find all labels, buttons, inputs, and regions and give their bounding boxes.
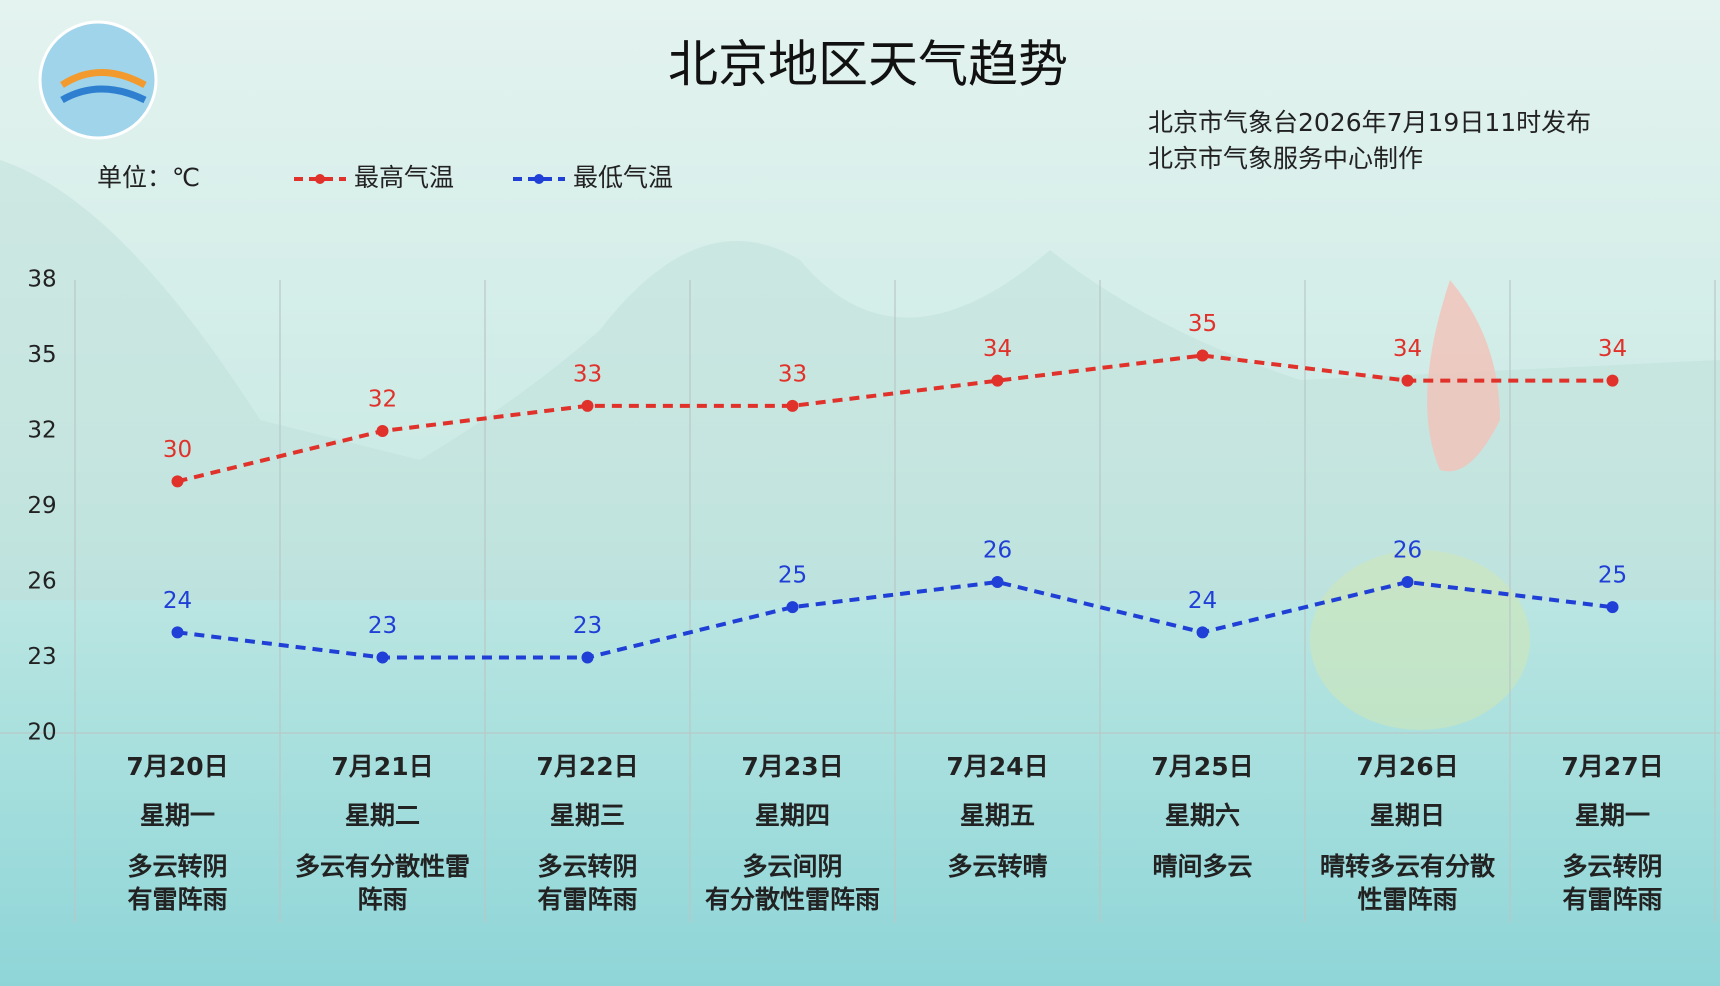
data-label: 33 — [778, 361, 807, 387]
date-label: 7月23日 — [741, 752, 843, 781]
data-point — [376, 651, 389, 664]
data-label: 24 — [1188, 588, 1217, 614]
data-point — [991, 576, 1004, 588]
legend-label: 最高气温 — [354, 163, 454, 192]
weather-label: 多云转阴 — [537, 852, 637, 881]
legend-label: 最低气温 — [573, 163, 673, 192]
unit-label: 单位：℃ — [97, 163, 200, 192]
data-label: 25 — [778, 563, 807, 589]
weekday-label: 星期六 — [1165, 801, 1240, 830]
date-label: 7月20日 — [126, 752, 228, 781]
date-label: 7月22日 — [536, 752, 638, 781]
weather-label: 多云转阴 — [127, 852, 227, 881]
data-label: 32 — [368, 387, 397, 413]
weather-label: 晴转多云有分散 — [1320, 852, 1495, 881]
data-label: 23 — [368, 613, 397, 639]
series-line — [177, 579, 1613, 660]
data-label: 26 — [1393, 538, 1422, 564]
data-point — [1401, 576, 1414, 588]
date-label: 7月24日 — [946, 752, 1048, 781]
data-point — [581, 651, 594, 664]
y-tick-label: 23 — [27, 644, 56, 670]
data-point — [991, 374, 1004, 387]
date-label: 7月27日 — [1561, 752, 1663, 781]
data-label: 35 — [1188, 311, 1217, 337]
weather-label: 有雷阵雨 — [127, 885, 227, 914]
lotus-flower-decor — [1427, 280, 1500, 472]
weekday-label: 星期一 — [1575, 801, 1650, 830]
weekday-label: 星期一 — [140, 801, 215, 830]
y-tick-label: 20 — [27, 720, 56, 746]
y-tick-label: 26 — [27, 569, 56, 595]
weather-label: 多云间阴 — [742, 852, 842, 881]
data-point — [1606, 601, 1619, 614]
weekday-label: 星期日 — [1370, 801, 1445, 830]
data-label: 24 — [163, 588, 192, 614]
series-line — [177, 353, 1613, 484]
data-label: 34 — [1598, 336, 1627, 362]
data-point — [581, 399, 594, 412]
data-point — [171, 626, 184, 639]
weather-label: 有雷阵雨 — [537, 885, 637, 914]
weekday-label: 星期二 — [345, 801, 420, 830]
y-tick-label: 38 — [27, 267, 56, 293]
y-tick-label: 35 — [27, 342, 56, 368]
legend-swatch-marker — [534, 174, 544, 184]
y-tick-label: 32 — [27, 418, 56, 444]
logo — [38, 20, 158, 140]
data-label: 34 — [1393, 336, 1422, 362]
data-point — [786, 601, 799, 614]
publisher-line: 北京市气象台2026年7月19日11时发布 — [1148, 108, 1591, 137]
title: 北京地区天气趋势 — [668, 36, 1068, 94]
date-label: 7月25日 — [1151, 752, 1253, 781]
lotus-leaf-decor — [1310, 550, 1530, 730]
weekday-label: 星期三 — [550, 801, 625, 830]
weather-label: 多云有分散性雷 — [295, 852, 470, 881]
data-point — [786, 399, 799, 412]
data-label: 34 — [983, 336, 1012, 362]
data-point — [171, 475, 184, 488]
weather-label: 有雷阵雨 — [1562, 885, 1662, 914]
data-label: 26 — [983, 538, 1012, 564]
mountain-decor — [0, 160, 1720, 600]
data-point — [1196, 349, 1209, 362]
legend-swatch-marker — [315, 174, 325, 184]
data-label: 30 — [163, 437, 192, 463]
date-label: 7月26日 — [1356, 752, 1458, 781]
weekday-label: 星期五 — [960, 801, 1035, 830]
data-point — [1196, 626, 1209, 639]
data-point — [376, 425, 389, 437]
weather-label: 有分散性雷阵雨 — [705, 885, 880, 914]
data-point — [1401, 374, 1414, 387]
weather-label: 性雷阵雨 — [1357, 885, 1457, 914]
weather-label: 晴间多云 — [1152, 852, 1252, 881]
data-label: 33 — [573, 361, 602, 387]
weather-label: 多云转阴 — [1562, 852, 1662, 881]
weather-label: 阵雨 — [357, 885, 407, 914]
weather-label: 多云转晴 — [947, 852, 1047, 881]
data-label: 23 — [573, 613, 602, 639]
y-tick-label: 29 — [27, 493, 56, 519]
data-label: 25 — [1598, 563, 1627, 589]
date-label: 7月21日 — [331, 752, 433, 781]
weekday-label: 星期四 — [755, 801, 830, 830]
data-point — [1606, 374, 1619, 387]
publisher-line: 北京市气象服务中心制作 — [1148, 144, 1423, 173]
